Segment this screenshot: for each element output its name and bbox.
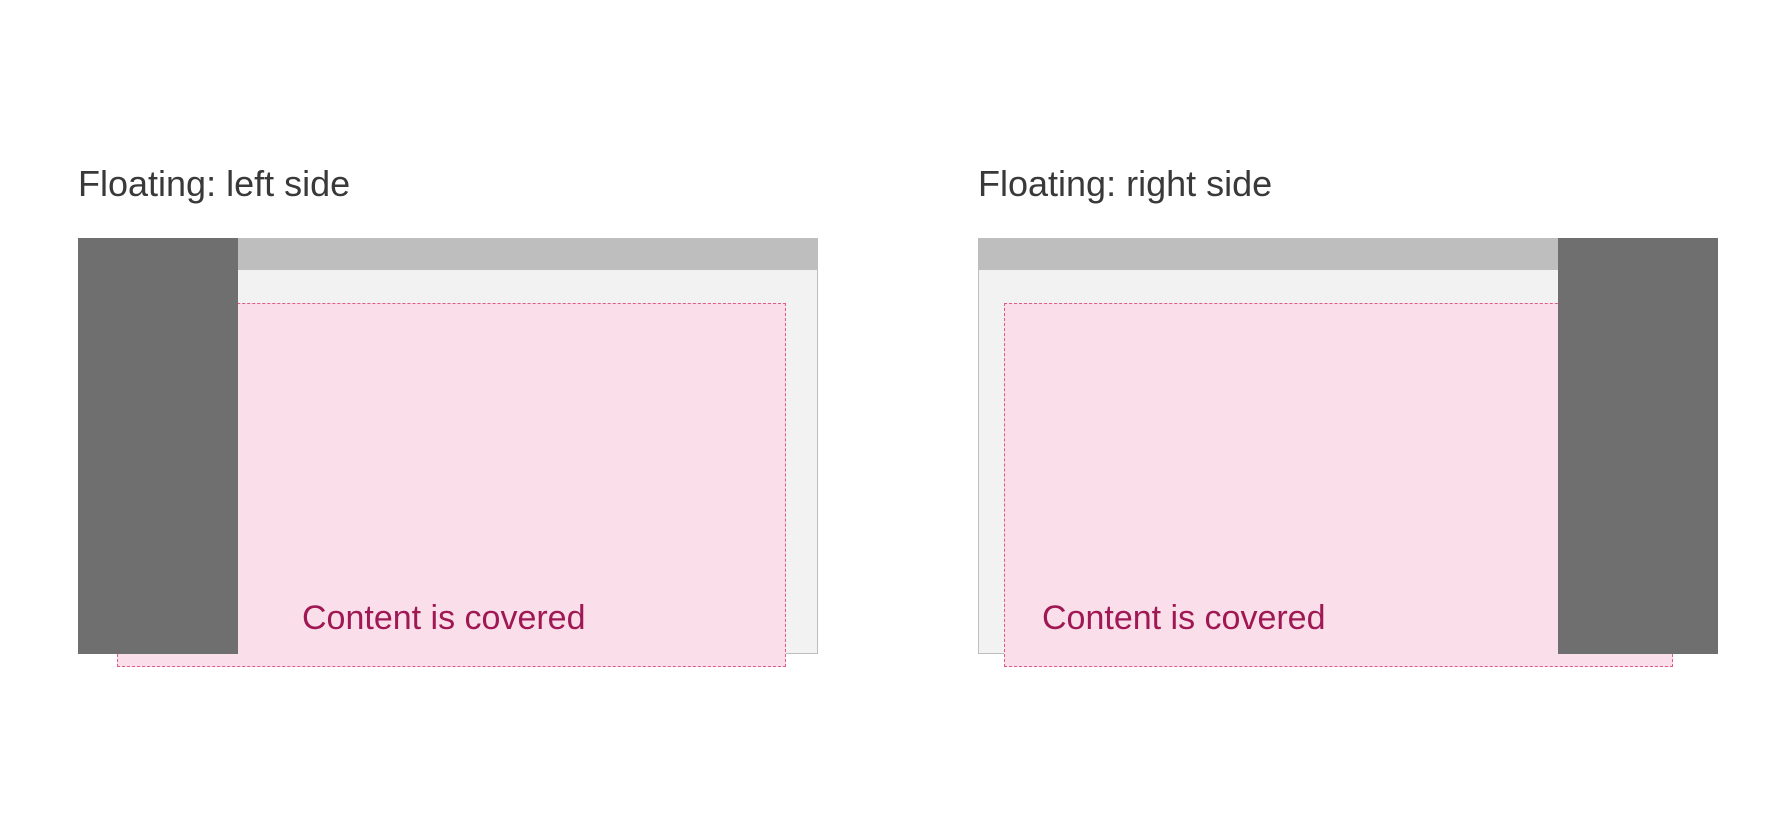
diagram-heading: Floating: left side xyxy=(78,163,351,204)
content-label: Content is covered xyxy=(1042,599,1326,637)
floating-side-nav xyxy=(78,238,238,654)
content-label: Content is covered xyxy=(302,599,586,637)
floating-side-nav xyxy=(1558,238,1718,654)
diagram-floating-right: Floating: right side Content is covered xyxy=(978,0,1738,814)
layout-frame: Content is covered xyxy=(78,238,818,667)
diagram-floating-left: Floating: left side Content is covered xyxy=(78,0,838,814)
layout-frame: Content is covered xyxy=(978,238,1718,667)
diagram-heading: Floating: right side xyxy=(978,163,1273,204)
